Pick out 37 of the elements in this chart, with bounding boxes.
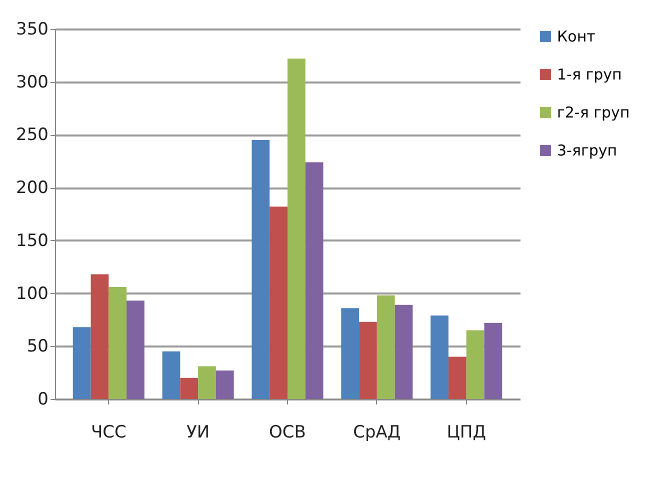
bar [484,322,502,399]
y-tick-label: 350 [16,20,48,40]
bar [126,300,144,399]
legend-label: 3-ягруп [557,142,618,160]
legend-label: г2-я груп [557,104,630,122]
bar [376,295,395,399]
x-tick-label: УИ [186,422,210,442]
bar [341,308,360,399]
bar [90,274,109,399]
bar [270,206,288,399]
bar [216,370,234,399]
bar [252,140,270,399]
y-tick-label: 0 [38,390,48,410]
x-tick-label: СрАД [353,422,401,442]
y-tick-label: 300 [16,72,48,92]
y-tick-label: 250 [16,125,48,146]
y-tick-label: 150 [16,230,48,251]
bar [305,162,324,399]
y-tick-label: 200 [16,178,48,198]
y-tick-label: 100 [16,284,48,304]
bar [430,315,448,399]
bar [180,378,198,399]
y-tick-label: 50 [26,336,48,357]
legend-label: Конт [557,28,596,46]
bar [288,58,306,399]
x-tick-label: ЦПД [446,422,486,442]
x-tick-label: ЧСС [90,422,126,442]
bar [162,351,180,399]
bar [72,327,91,399]
bar [359,322,377,399]
bar [108,286,127,399]
bar [466,330,484,399]
bar [448,356,466,399]
bar [198,366,216,399]
bar [394,304,413,399]
legend-label: 1-я груп [557,66,622,84]
x-tick-label: ОСВ [269,422,306,442]
